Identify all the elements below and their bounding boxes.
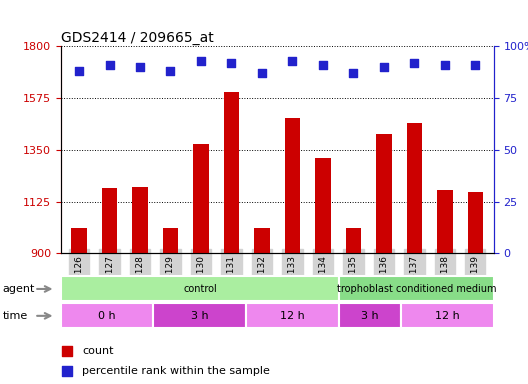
Point: [62, 348, 71, 354]
Bar: [376, 134, 392, 253]
Bar: [154, 303, 246, 328]
Bar: [224, 92, 239, 253]
Bar: [163, 228, 178, 253]
Text: 12 h: 12 h: [280, 311, 305, 321]
Text: control: control: [183, 284, 217, 294]
Point: [197, 58, 205, 64]
Bar: [468, 192, 483, 253]
Text: count: count: [82, 346, 114, 356]
Text: trophoblast conditioned medium: trophoblast conditioned medium: [337, 284, 496, 294]
Bar: [401, 303, 494, 328]
Point: [166, 68, 175, 74]
Point: [136, 64, 144, 70]
Point: [227, 60, 235, 66]
Bar: [193, 144, 209, 253]
Bar: [246, 303, 339, 328]
Text: 12 h: 12 h: [435, 311, 460, 321]
Bar: [437, 190, 452, 253]
Point: [288, 58, 297, 64]
Bar: [254, 228, 270, 253]
Bar: [61, 303, 154, 328]
Bar: [133, 187, 148, 253]
Point: [441, 62, 449, 68]
Text: 0 h: 0 h: [98, 311, 116, 321]
Text: 3 h: 3 h: [191, 311, 209, 321]
Point: [380, 64, 388, 70]
Point: [471, 62, 479, 68]
Text: GDS2414 / 209665_at: GDS2414 / 209665_at: [61, 31, 213, 45]
Text: percentile rank within the sample: percentile rank within the sample: [82, 366, 270, 376]
Bar: [61, 276, 339, 301]
Bar: [71, 228, 87, 253]
Bar: [315, 158, 331, 253]
Bar: [407, 123, 422, 253]
Point: [319, 62, 327, 68]
Text: time: time: [3, 311, 28, 321]
Point: [105, 62, 114, 68]
Bar: [339, 303, 401, 328]
Bar: [339, 276, 494, 301]
Point: [258, 70, 266, 76]
Point: [62, 367, 71, 374]
Bar: [285, 118, 300, 253]
Point: [349, 70, 357, 76]
Text: 3 h: 3 h: [361, 311, 379, 321]
Text: agent: agent: [3, 284, 35, 294]
Bar: [102, 188, 117, 253]
Bar: [346, 228, 361, 253]
Point: [75, 68, 83, 74]
Point: [410, 60, 419, 66]
